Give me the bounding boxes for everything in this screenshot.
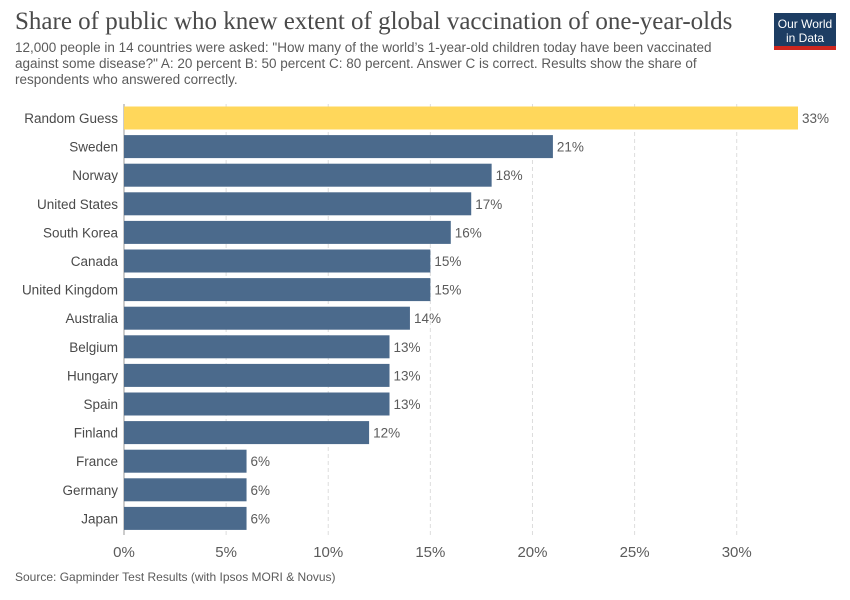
owid-logo[interactable]: Our World in Data xyxy=(774,13,836,50)
bar xyxy=(124,220,451,244)
bar xyxy=(124,278,431,302)
bar xyxy=(124,106,798,130)
bar xyxy=(124,249,431,273)
value-label: 21% xyxy=(557,140,584,155)
bar xyxy=(124,506,247,530)
bar xyxy=(124,449,247,473)
bar xyxy=(124,192,472,216)
x-tick-label: 5% xyxy=(215,544,237,561)
category-label: United States xyxy=(37,197,118,212)
value-label: 18% xyxy=(496,168,523,183)
value-label: 13% xyxy=(394,368,421,383)
category-label: Sweden xyxy=(69,140,118,155)
category-label: Australia xyxy=(65,311,118,326)
value-label: 13% xyxy=(394,340,421,355)
category-label: Canada xyxy=(71,254,119,269)
category-label: United Kingdom xyxy=(22,283,118,298)
category-label: Belgium xyxy=(69,340,118,355)
x-tick-label: 25% xyxy=(620,544,650,561)
source-note: Source: Gapminder Test Results (with Ips… xyxy=(15,570,336,584)
chart-title: Share of public who knew extent of globa… xyxy=(15,8,733,35)
bar xyxy=(124,363,390,387)
chart-subtitle: 12,000 people in 14 countries were asked… xyxy=(15,40,712,87)
x-tick-label: 10% xyxy=(313,544,343,561)
value-label: 12% xyxy=(373,426,400,441)
category-label: Finland xyxy=(74,426,118,441)
category-label: Spain xyxy=(83,397,118,412)
bar xyxy=(124,163,492,187)
value-label: 15% xyxy=(434,283,461,298)
logo-line-2: in Data xyxy=(785,31,825,45)
x-tick-label: 20% xyxy=(517,544,547,561)
category-label: Germany xyxy=(62,483,118,498)
bar xyxy=(124,306,410,330)
bar xyxy=(124,478,247,502)
value-label: 6% xyxy=(251,511,271,526)
value-label: 15% xyxy=(434,254,461,269)
x-tick-label: 30% xyxy=(722,544,752,561)
logo-line-1: Our World xyxy=(777,17,833,31)
x-tick-label: 15% xyxy=(415,544,445,561)
x-tick-label: 0% xyxy=(113,544,135,561)
bar xyxy=(124,392,390,416)
category-label: Japan xyxy=(81,511,118,526)
category-label: Hungary xyxy=(67,368,118,383)
bar xyxy=(124,335,390,359)
value-label: 6% xyxy=(251,454,271,469)
category-label: South Korea xyxy=(43,225,119,240)
bar xyxy=(124,421,370,445)
value-label: 13% xyxy=(394,397,421,412)
value-label: 16% xyxy=(455,225,482,240)
value-label: 6% xyxy=(251,483,271,498)
value-label: 14% xyxy=(414,311,441,326)
bar xyxy=(124,135,553,159)
category-label: Norway xyxy=(72,168,118,183)
category-label: France xyxy=(76,454,118,469)
value-label: 17% xyxy=(475,197,502,212)
value-label: 33% xyxy=(802,111,829,126)
category-label: Random Guess xyxy=(24,111,118,126)
